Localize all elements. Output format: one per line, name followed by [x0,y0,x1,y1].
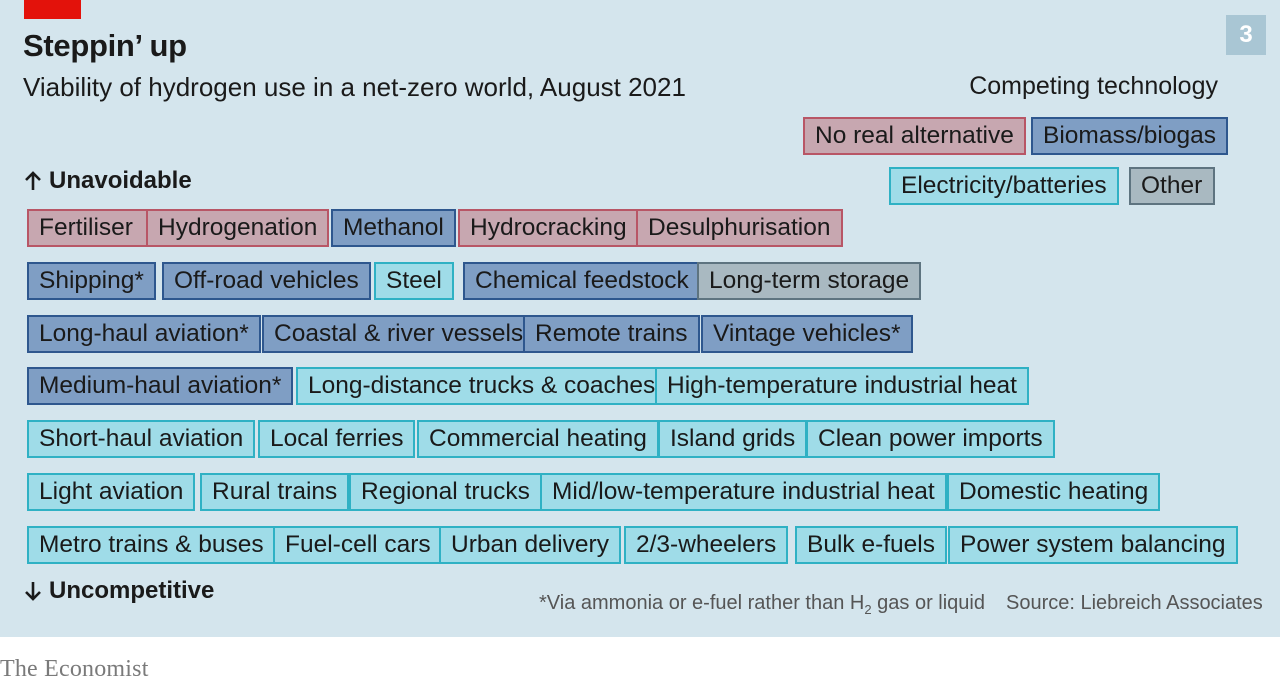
pill-hydrocracking: Hydrocracking [458,209,639,247]
pill-2-3-wheelers: 2/3-wheelers [624,526,789,564]
pill-commercial-heating: Commercial heating [417,420,659,458]
chart-title: Steppin’ up [23,28,187,63]
chart-subtitle: Viability of hydrogen use in a net-zero … [23,72,686,102]
legend-item-no-real-alternative: No real alternative [803,117,1026,155]
pill-rural-trains: Rural trains [200,473,350,511]
legend-item-electricity-batteries: Electricity/batteries [889,167,1119,205]
pill-chemical-feedstock: Chemical feedstock [463,262,701,300]
axis-top-text: Unavoidable [49,167,192,194]
pill-regional-trucks: Regional trucks [349,473,542,511]
chart-panel: Steppin’ up Viability of hydrogen use in… [0,0,1280,637]
pill-power-system-balancing: Power system balancing [948,526,1238,564]
pill-local-ferries: Local ferries [258,420,416,458]
pill-off-road-vehicles: Off-road vehicles [162,262,371,300]
pill-long-distance-trucks-coaches: Long-distance trucks & coaches [296,367,668,405]
brand-logo-text: The Economist [0,656,149,682]
pill-methanol: Methanol [331,209,456,247]
pill-short-haul-aviation: Short-haul aviation [27,420,256,458]
pill-island-grids: Island grids [658,420,808,458]
legend-item-biomass-biogas: Biomass/biogas [1031,117,1228,155]
pill-shipping: Shipping* [27,262,156,300]
arrow-down-icon [25,582,41,601]
pill-urban-delivery: Urban delivery [439,526,621,564]
footnote-suffix: gas or liquid [871,592,985,614]
pill-long-haul-aviation: Long-haul aviation* [27,315,261,353]
legend-item-other: Other [1129,167,1215,205]
legend-title: Competing technology [969,72,1218,100]
pill-high-temperature-industrial-heat: High-temperature industrial heat [655,367,1029,405]
arrow-up-icon [25,171,41,190]
pill-steel: Steel [374,262,454,300]
axis-bottom-text: Uncompetitive [49,577,215,604]
pill-vintage-vehicles: Vintage vehicles* [701,315,913,353]
axis-bottom-label: Uncompetitive [23,577,214,605]
pill-remote-trains: Remote trains [523,315,700,353]
footnote: *Via ammonia or e-fuel rather than H2 ga… [539,592,985,617]
pill-fuel-cell-cars: Fuel-cell cars [273,526,443,564]
economist-red-tag [24,0,81,19]
source-note: Source: Liebreich Associates [1006,592,1263,614]
pill-clean-power-imports: Clean power imports [806,420,1055,458]
axis-top-label: Unavoidable [23,167,192,195]
footnote-subscript: 2 [864,602,872,617]
footnote-prefix: *Via ammonia or e-fuel rather than H [539,592,865,614]
pill-mid-low-temperature-industrial-heat: Mid/low-temperature industrial heat [540,473,947,511]
chart-number-badge: 3 [1226,15,1266,55]
pill-desulphurisation: Desulphurisation [636,209,843,247]
pill-metro-trains-buses: Metro trains & buses [27,526,276,564]
pill-bulk-e-fuels: Bulk e-fuels [795,526,948,564]
pill-domestic-heating: Domestic heating [947,473,1161,511]
pill-light-aviation: Light aviation [27,473,196,511]
pill-long-term-storage: Long-term storage [697,262,922,300]
pill-hydrogenation: Hydrogenation [146,209,330,247]
pill-coastal-river-vessels: Coastal & river vessels [262,315,536,353]
pill-medium-haul-aviation: Medium-haul aviation* [27,367,294,405]
